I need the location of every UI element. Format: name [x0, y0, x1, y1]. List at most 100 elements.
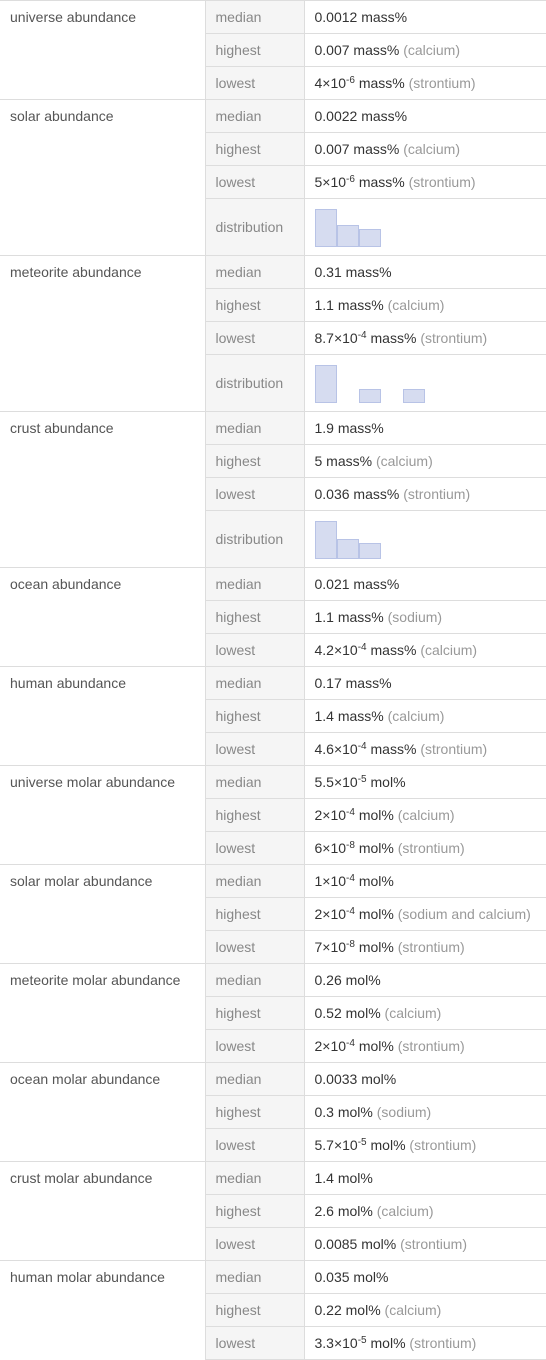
- stat-label: median: [205, 964, 304, 997]
- stat-value: 7×10-8 mol% (strontium): [304, 931, 546, 964]
- stat-value: 1×10-4 mol%: [304, 865, 546, 898]
- stat-label: highest: [205, 1096, 304, 1129]
- stat-value: [304, 199, 546, 256]
- table-row: meteorite abundancemedian0.31 mass%: [0, 256, 546, 289]
- stat-label: median: [205, 865, 304, 898]
- stat-label: highest: [205, 799, 304, 832]
- stat-label: median: [205, 412, 304, 445]
- stat-label: median: [205, 568, 304, 601]
- group-name: crust abundance: [0, 412, 205, 568]
- stat-label: distribution: [205, 355, 304, 412]
- group-name: human molar abundance: [0, 1261, 205, 1360]
- group-name: ocean abundance: [0, 568, 205, 667]
- stat-value: 1.1 mass% (sodium): [304, 601, 546, 634]
- stat-label: lowest: [205, 733, 304, 766]
- stat-label: highest: [205, 133, 304, 166]
- stat-value: 0.007 mass% (calcium): [304, 133, 546, 166]
- stat-label: highest: [205, 700, 304, 733]
- stat-label: highest: [205, 1294, 304, 1327]
- stat-value: 4.6×10-4 mass% (strontium): [304, 733, 546, 766]
- group-name: universe abundance: [0, 1, 205, 100]
- stat-value: 0.0033 mol%: [304, 1063, 546, 1096]
- stat-value: 1.4 mass% (calcium): [304, 700, 546, 733]
- stat-label: median: [205, 1, 304, 34]
- stat-label: lowest: [205, 931, 304, 964]
- table-row: universe molar abundancemedian5.5×10-5 m…: [0, 766, 546, 799]
- table-row: solar molar abundancemedian1×10-4 mol%: [0, 865, 546, 898]
- stat-label: lowest: [205, 478, 304, 511]
- stat-label: lowest: [205, 1030, 304, 1063]
- stat-value: 1.9 mass%: [304, 412, 546, 445]
- stat-label: lowest: [205, 166, 304, 199]
- stat-value: 0.0085 mol% (strontium): [304, 1228, 546, 1261]
- stat-value: [304, 511, 546, 568]
- group-name: solar molar abundance: [0, 865, 205, 964]
- stat-value: 0.31 mass%: [304, 256, 546, 289]
- stat-value: 2×10-4 mol% (sodium and calcium): [304, 898, 546, 931]
- group-name: universe molar abundance: [0, 766, 205, 865]
- table-row: universe abundancemedian0.0012 mass%: [0, 1, 546, 34]
- stat-value: 0.0022 mass%: [304, 100, 546, 133]
- stat-label: lowest: [205, 1327, 304, 1360]
- stat-value: 5×10-6 mass% (strontium): [304, 166, 546, 199]
- stat-label: median: [205, 1162, 304, 1195]
- stat-value: 5.5×10-5 mol%: [304, 766, 546, 799]
- stat-value: 0.021 mass%: [304, 568, 546, 601]
- stat-value: 0.52 mol% (calcium): [304, 997, 546, 1030]
- stat-value: 2×10-4 mol% (strontium): [304, 1030, 546, 1063]
- stat-value: [304, 355, 546, 412]
- group-name: human abundance: [0, 667, 205, 766]
- stat-value: 2×10-4 mol% (calcium): [304, 799, 546, 832]
- stat-label: lowest: [205, 634, 304, 667]
- stat-value: 1.4 mol%: [304, 1162, 546, 1195]
- stat-value: 8.7×10-4 mass% (strontium): [304, 322, 546, 355]
- stat-value: 5 mass% (calcium): [304, 445, 546, 478]
- stat-value: 3.3×10-5 mol% (strontium): [304, 1327, 546, 1360]
- stat-label: median: [205, 1063, 304, 1096]
- group-name: ocean molar abundance: [0, 1063, 205, 1162]
- stat-label: distribution: [205, 199, 304, 256]
- stat-label: median: [205, 256, 304, 289]
- stat-value: 0.22 mol% (calcium): [304, 1294, 546, 1327]
- stat-label: lowest: [205, 1228, 304, 1261]
- distribution-bars: [315, 519, 537, 559]
- group-name: solar abundance: [0, 100, 205, 256]
- stat-label: highest: [205, 997, 304, 1030]
- table-row: ocean abundancemedian0.021 mass%: [0, 568, 546, 601]
- stat-label: distribution: [205, 511, 304, 568]
- stat-label: highest: [205, 1195, 304, 1228]
- stat-label: highest: [205, 601, 304, 634]
- table-row: ocean molar abundancemedian0.0033 mol%: [0, 1063, 546, 1096]
- stat-value: 1.1 mass% (calcium): [304, 289, 546, 322]
- table-row: human molar abundancemedian0.035 mol%: [0, 1261, 546, 1294]
- stat-value: 2.6 mol% (calcium): [304, 1195, 546, 1228]
- stat-value: 4.2×10-4 mass% (calcium): [304, 634, 546, 667]
- stat-label: highest: [205, 445, 304, 478]
- stat-value: 0.26 mol%: [304, 964, 546, 997]
- distribution-bars: [315, 363, 537, 403]
- table-row: solar abundancemedian0.0022 mass%: [0, 100, 546, 133]
- stat-value: 0.007 mass% (calcium): [304, 34, 546, 67]
- stat-value: 0.3 mol% (sodium): [304, 1096, 546, 1129]
- stat-label: highest: [205, 289, 304, 322]
- stat-label: lowest: [205, 832, 304, 865]
- stat-value: 0.036 mass% (strontium): [304, 478, 546, 511]
- distribution-bars: [315, 207, 537, 247]
- stat-value: 5.7×10-5 mol% (strontium): [304, 1129, 546, 1162]
- stat-value: 6×10-8 mol% (strontium): [304, 832, 546, 865]
- stat-value: 0.17 mass%: [304, 667, 546, 700]
- table-row: crust abundancemedian1.9 mass%: [0, 412, 546, 445]
- stat-value: 0.0012 mass%: [304, 1, 546, 34]
- stat-value: 0.035 mol%: [304, 1261, 546, 1294]
- table-row: crust molar abundancemedian1.4 mol%: [0, 1162, 546, 1195]
- group-name: meteorite molar abundance: [0, 964, 205, 1063]
- table-row: meteorite molar abundancemedian0.26 mol%: [0, 964, 546, 997]
- stat-label: median: [205, 1261, 304, 1294]
- stat-label: lowest: [205, 67, 304, 100]
- stat-label: median: [205, 766, 304, 799]
- group-name: meteorite abundance: [0, 256, 205, 412]
- stat-value: 4×10-6 mass% (strontium): [304, 67, 546, 100]
- stat-label: median: [205, 100, 304, 133]
- table-row: human abundancemedian0.17 mass%: [0, 667, 546, 700]
- stat-label: lowest: [205, 322, 304, 355]
